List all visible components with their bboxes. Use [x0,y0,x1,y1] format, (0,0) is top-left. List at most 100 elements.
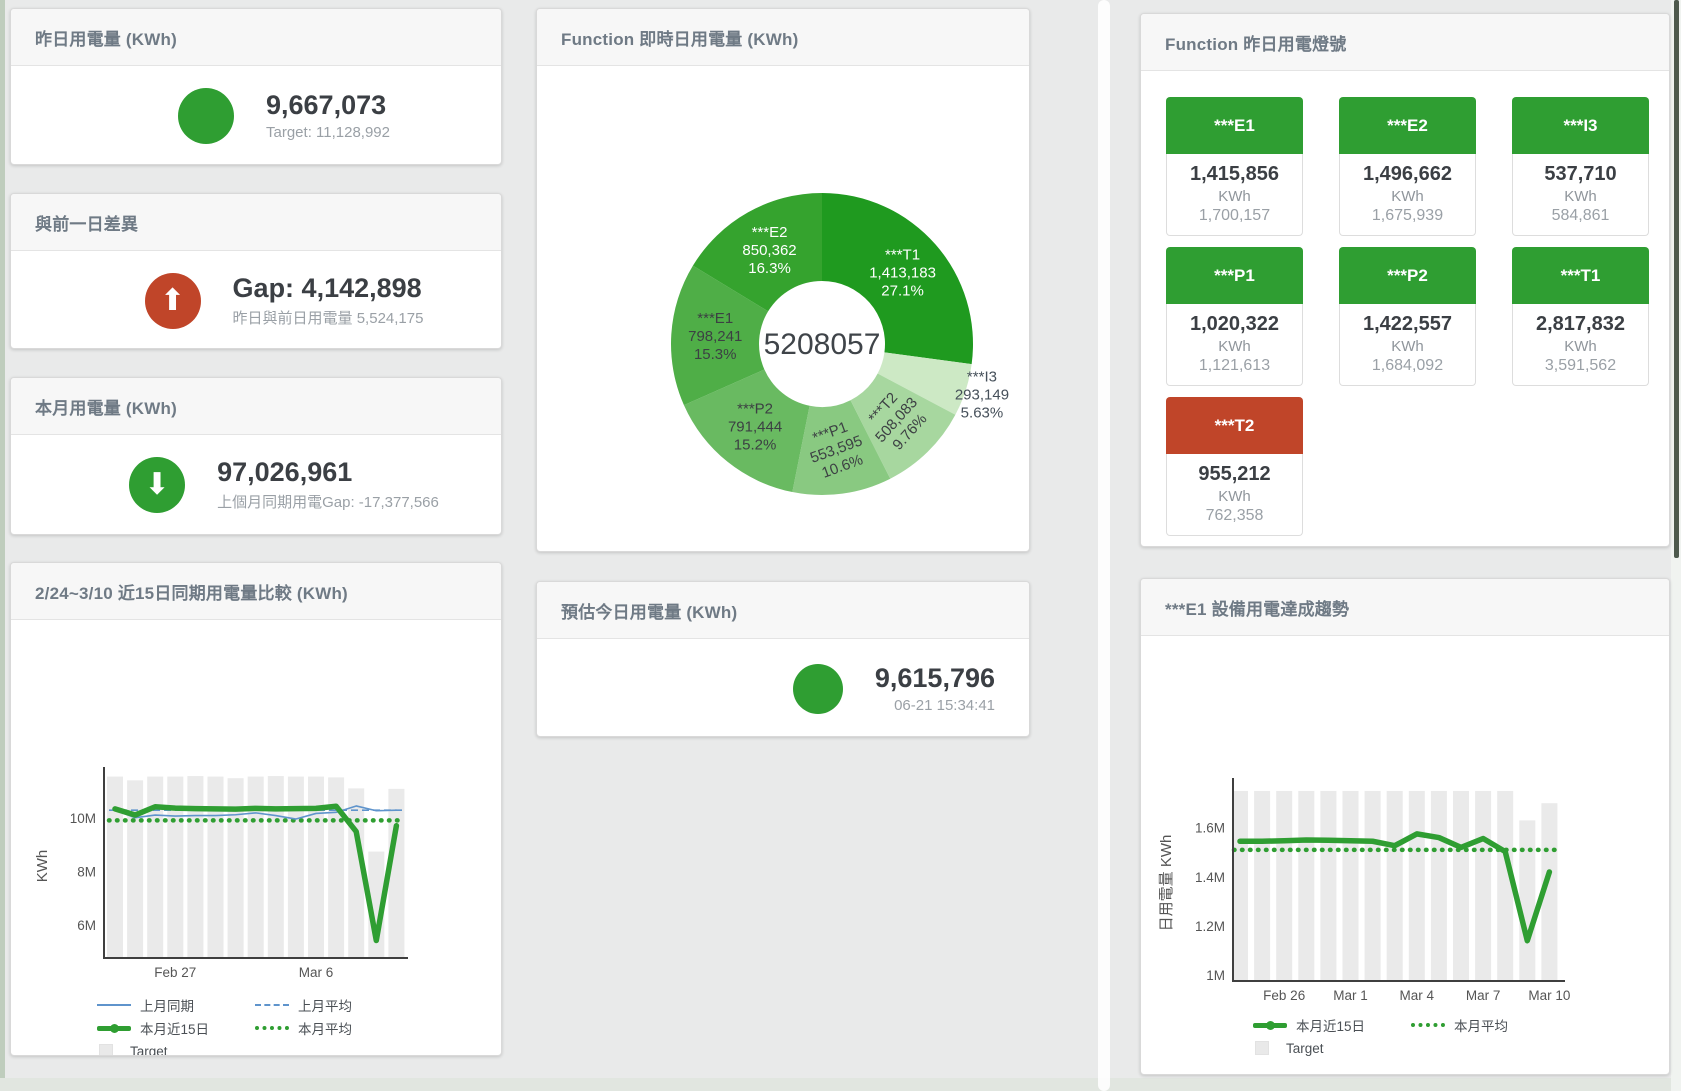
x-tick-label: Mar 4 [1400,988,1435,1002]
legend-item-blue-line[interactable]: 上月同期 [97,995,255,1015]
device-unit: KWh [1391,188,1424,205]
target-bar [107,776,123,957]
donut-slice-T1[interactable] [822,193,973,365]
device-label: ***P1 [1166,247,1303,304]
x-tick-label: Mar 6 [299,965,334,980]
device-card-body: 1,422,557 KWh 1,684,092 [1339,304,1476,386]
device-status-card: ***E1 1,415,856 KWh 1,700,157 [1166,97,1303,236]
device-status-card: ***T1 2,817,832 KWh 3,591,562 [1512,247,1649,386]
device-target: 762,358 [1205,507,1264,524]
panel-status-lights: Function 昨日用電燈號 ***E1 1,415,856 KWh 1,700,1… [1140,13,1670,547]
kpi-subtext: Target: 11,128,992 [266,124,390,142]
compare-chart-legend: 上月同期 上月平均本月近15日 本月平均 Target [97,995,501,1056]
x-tick-label: Mar 7 [1466,988,1501,1002]
kpi-subtext: 06-21 15:34:41 [894,697,995,715]
panel-yesterday-usage: 昨日用電量 (KWh) 9,667,073 Target: 11,128,992 [10,8,502,165]
device-card-body: 1,496,662 KWh 1,675,939 [1339,154,1476,236]
status-circle-icon [792,663,843,714]
target-bar [167,776,184,957]
donut-slice-label: ***T1 1,413,183 27.1% [869,247,936,300]
target-bar [1364,790,1381,980]
y-tick-label: 1.2M [1195,919,1225,934]
panel-title: 本月用電量 (KWh) [11,378,501,435]
target-bar [1298,790,1315,980]
kpi-value: 9,615,796 [874,662,995,693]
legend-item-target[interactable]: Target [97,1041,255,1056]
y-tick-label: 1.4M [1195,870,1225,885]
target-bar [147,776,164,957]
status-circle-icon [178,87,234,144]
window-bottom-edge [0,1078,1681,1091]
target-bar [1276,790,1293,980]
x-tick-label: Mar 1 [1333,988,1368,1002]
device-value: 1,496,662 [1363,163,1452,185]
legend-label: Target [130,1043,168,1056]
device-value: 2,817,832 [1536,313,1625,335]
legend-item-green-dot[interactable]: 本月平均 [1411,1015,1569,1035]
window-left-edge [0,0,5,1091]
legend-label: 本月近15日 [140,1022,210,1037]
legend-swatch-target-icon [99,1044,113,1055]
series-line [112,803,400,944]
panel-title: Function 即時日用電量 (KWh) [537,9,1029,66]
device-unit: KWh [1391,338,1424,355]
kpi-subtext: 上個月同期用電Gap: -17,377,566 [217,494,439,512]
target-bar [227,778,244,957]
legend-item-green-thick[interactable]: 本月近15日 [97,1018,255,1038]
trend-chart-legend: 本月近15日 本月平均 Target [1253,1015,1669,1058]
panel-title: 昨日用電量 (KWh) [11,9,501,66]
device-status-card: ***E2 1,496,662 KWh 1,675,939 [1339,97,1476,236]
legend-label: 上月平均 [298,999,352,1014]
device-unit: KWh [1218,338,1251,355]
legend-swatch-blue-dash-icon [255,1004,289,1006]
donut-slice-I3[interactable] [877,352,972,415]
legend-item-green-dot[interactable]: 本月平均 [255,1018,413,1038]
target-bar [1342,790,1359,980]
device-value: 1,415,856 [1190,163,1279,185]
kpi-value: 9,667,073 [266,89,387,120]
target-bar [247,776,264,957]
target-bar [1541,803,1558,980]
device-target: 584,861 [1551,207,1610,224]
donut-slice-P1[interactable] [792,400,891,495]
donut-slice-label: ***E2 850,362 16.3% [742,224,796,277]
target-bar [267,776,284,957]
legend-label: 上月同期 [140,999,194,1014]
device-label: ***T2 [1166,397,1303,454]
target-bar [308,776,324,957]
device-label: ***P2 [1339,247,1476,304]
panel-month-usage: 本月用電量 (KWh) ⬇ 97,026,961 上個月同期用電Gap: -17… [10,377,502,535]
device-card-body: 1,415,856 KWh 1,700,157 [1166,154,1303,236]
device-label: ***E1 [1166,97,1303,154]
donut-slice-E2[interactable] [692,193,822,312]
donut-slice-T2[interactable] [850,373,956,479]
device-target: 1,700,157 [1198,207,1271,224]
column-divider [1098,0,1110,1091]
target-bar [1408,790,1425,980]
panel-title: 2/24~3/10 近15日同期用電量比較 (KWh) [11,563,501,620]
y-tick-label: 1.6M [1195,821,1225,836]
scrollbar-thumb[interactable] [1674,0,1679,558]
legend-item-blue-dash[interactable]: 上月平均 [255,995,413,1015]
x-tick-label: Mar 10 [1528,988,1570,1002]
panel-title: 預估今日用電量 (KWh) [537,582,1029,639]
donut-slice-E1[interactable] [671,265,769,406]
x-tick-label: Feb 27 [154,965,196,980]
device-label: ***E2 [1339,97,1476,154]
panel-compare-chart: 2/24~3/10 近15日同期用電量比較 (KWh) 6M 8M 10M Feb 2… [10,562,502,1056]
legend-item-target[interactable]: Target [1253,1038,1411,1058]
legend-label: 本月平均 [1454,1019,1508,1034]
device-label: ***I3 [1512,97,1649,154]
donut-slice-P2[interactable] [683,369,810,493]
target-bar [1475,790,1492,980]
y-tick-label: 6M [77,918,96,933]
target-bar [1320,790,1337,980]
legend-item-green-thick[interactable]: 本月近15日 [1253,1015,1411,1035]
device-unit: KWh [1218,188,1251,205]
target-bar [1386,790,1403,980]
x-tick-label: Feb 26 [1263,988,1305,1002]
device-status-card: ***T2 955,212 KWh 762,358 [1166,397,1303,536]
device-status-card: ***P1 1,020,322 KWh 1,121,613 [1166,247,1303,386]
device-card-body: 537,710 KWh 584,861 [1512,154,1649,236]
target-bar [287,776,304,957]
